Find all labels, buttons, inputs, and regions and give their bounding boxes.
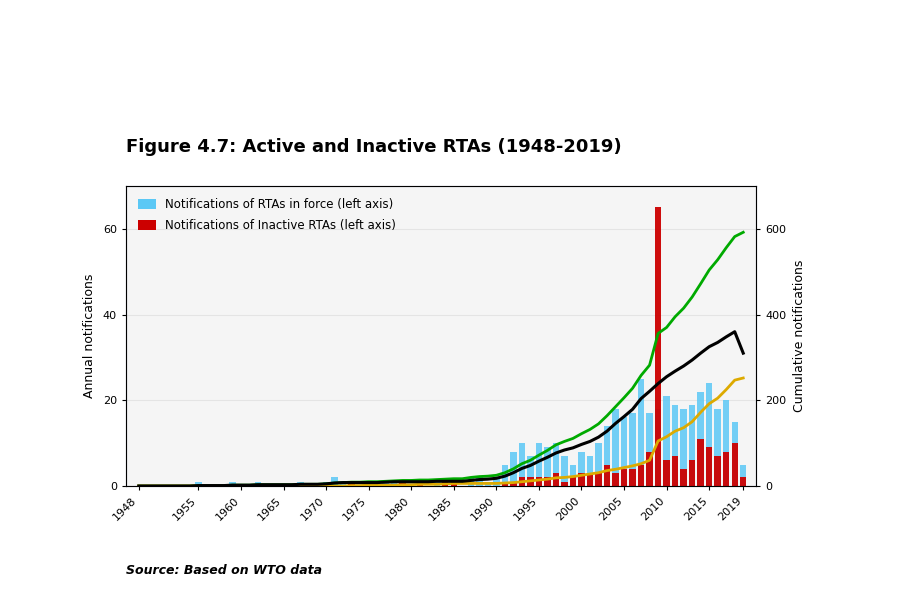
Bar bbox=[544, 448, 551, 486]
Bar bbox=[570, 464, 576, 486]
Bar bbox=[570, 478, 576, 486]
Bar bbox=[740, 478, 746, 486]
Bar bbox=[715, 456, 721, 486]
Bar bbox=[698, 392, 704, 486]
Bar bbox=[527, 478, 534, 486]
Bar bbox=[680, 409, 687, 486]
Bar bbox=[604, 426, 610, 486]
Bar bbox=[501, 464, 508, 486]
Bar bbox=[723, 400, 729, 486]
Bar bbox=[400, 482, 406, 486]
Bar bbox=[579, 473, 585, 486]
Bar bbox=[621, 418, 627, 486]
Bar bbox=[579, 452, 585, 486]
Bar bbox=[680, 469, 687, 486]
Bar bbox=[587, 473, 593, 486]
Legend: Notifications of RTAs in force (left axis), Notifications of Inactive RTAs (left: Notifications of RTAs in force (left axi… bbox=[132, 192, 401, 238]
Bar bbox=[562, 456, 568, 486]
Bar bbox=[553, 443, 559, 486]
Bar bbox=[732, 443, 738, 486]
Bar bbox=[391, 482, 398, 486]
Bar bbox=[595, 473, 602, 486]
Bar bbox=[672, 404, 679, 486]
Bar bbox=[297, 482, 303, 486]
Bar bbox=[230, 482, 236, 486]
Bar bbox=[723, 452, 729, 486]
Bar bbox=[544, 478, 551, 486]
Bar bbox=[527, 456, 534, 486]
Bar bbox=[655, 208, 661, 486]
Bar bbox=[655, 409, 661, 486]
Bar bbox=[638, 464, 644, 486]
Bar bbox=[612, 409, 618, 486]
Bar bbox=[365, 482, 372, 486]
Bar bbox=[562, 482, 568, 486]
Bar bbox=[451, 482, 457, 486]
Bar bbox=[518, 443, 525, 486]
Bar bbox=[553, 473, 559, 486]
Bar bbox=[323, 482, 329, 486]
Bar bbox=[434, 482, 440, 486]
Bar bbox=[706, 448, 713, 486]
Bar bbox=[382, 482, 389, 486]
Bar bbox=[612, 473, 618, 486]
Bar bbox=[663, 460, 670, 486]
Bar bbox=[638, 379, 644, 486]
Bar bbox=[255, 482, 261, 486]
Bar bbox=[510, 452, 517, 486]
Bar bbox=[476, 478, 482, 486]
Bar bbox=[740, 464, 746, 486]
Bar bbox=[331, 478, 338, 486]
Bar bbox=[587, 456, 593, 486]
Bar bbox=[715, 409, 721, 486]
Bar bbox=[663, 396, 670, 486]
Bar bbox=[417, 482, 423, 486]
Bar bbox=[629, 413, 635, 486]
Bar bbox=[195, 482, 202, 486]
Bar bbox=[646, 413, 652, 486]
Bar bbox=[510, 482, 517, 486]
Bar bbox=[348, 482, 355, 486]
Bar bbox=[493, 478, 500, 486]
Bar bbox=[698, 439, 704, 486]
Text: Source: Based on WTO data: Source: Based on WTO data bbox=[126, 564, 322, 577]
Bar bbox=[518, 478, 525, 486]
Bar bbox=[604, 464, 610, 486]
Bar bbox=[536, 443, 542, 486]
Y-axis label: Cumulative notifications: Cumulative notifications bbox=[793, 260, 806, 412]
Text: Figure 4.7: Active and Inactive RTAs (1948-2019): Figure 4.7: Active and Inactive RTAs (19… bbox=[126, 138, 622, 156]
Bar bbox=[595, 443, 602, 486]
Bar bbox=[340, 482, 346, 486]
Y-axis label: Annual notifications: Annual notifications bbox=[83, 274, 96, 398]
Bar bbox=[706, 383, 713, 486]
Bar bbox=[689, 460, 696, 486]
Bar bbox=[536, 478, 542, 486]
Bar bbox=[484, 482, 491, 486]
Bar bbox=[621, 469, 627, 486]
Bar bbox=[646, 452, 652, 486]
Bar bbox=[689, 404, 696, 486]
Bar bbox=[501, 482, 508, 486]
Bar bbox=[442, 482, 448, 486]
Bar bbox=[672, 456, 679, 486]
Bar bbox=[468, 478, 474, 486]
Bar bbox=[629, 469, 635, 486]
Bar bbox=[732, 422, 738, 486]
